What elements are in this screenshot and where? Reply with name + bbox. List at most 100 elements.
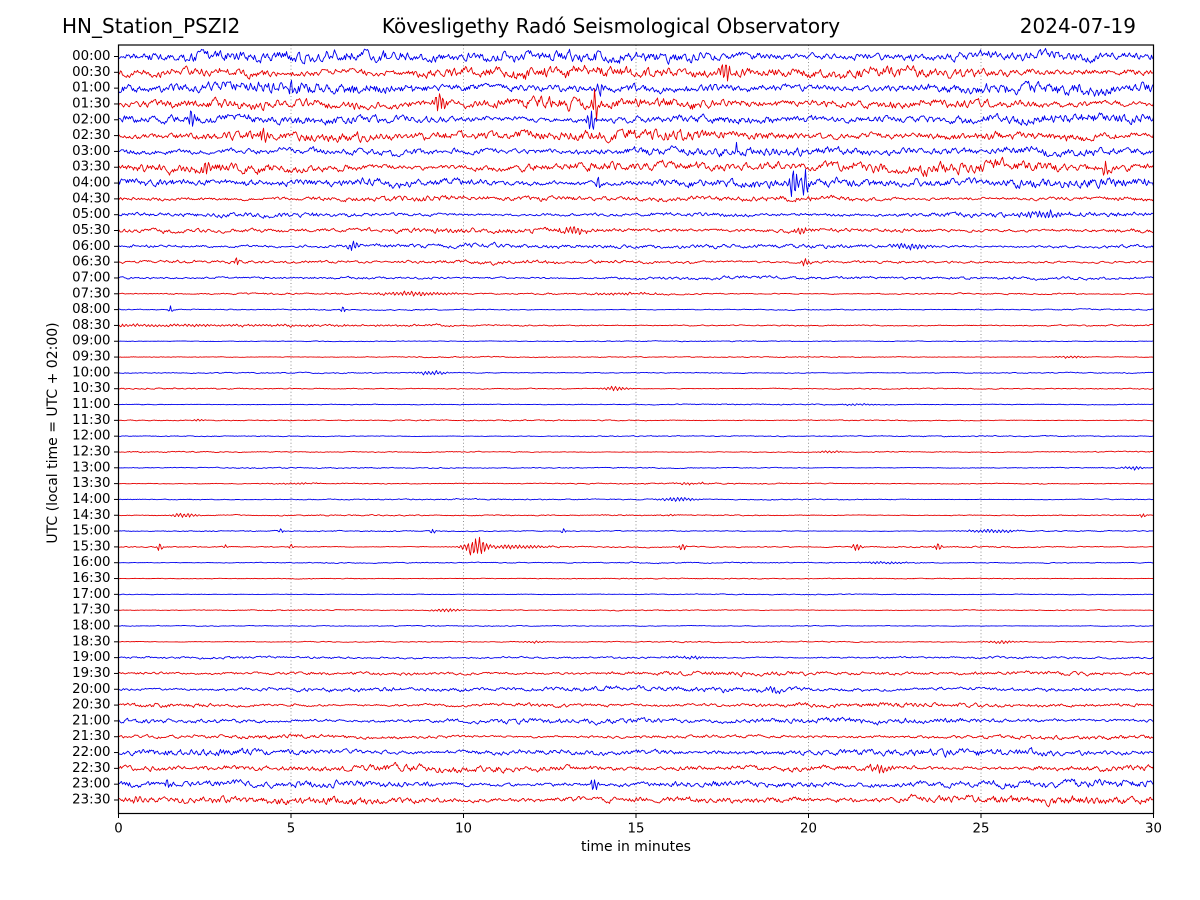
y-tick-label-1430: 14:30 [72, 508, 110, 523]
trace-row-0800 [118, 305, 1154, 313]
trace-row-0200 [118, 110, 1154, 130]
date-title: 2024-07-19 [1020, 14, 1136, 38]
trace-row-1330 [118, 481, 1154, 486]
y-tick-label-0530: 05:30 [72, 223, 110, 238]
trace-row-0500 [118, 209, 1154, 219]
trace-row-0730 [118, 290, 1154, 297]
trace-row-0030 [118, 64, 1154, 82]
trace-row-1530 [118, 536, 1154, 556]
trace-row-0130 [118, 88, 1154, 121]
y-tick-label-1300: 13:00 [72, 460, 110, 475]
trace-row-1130 [118, 418, 1154, 422]
y-tick-label-1330: 13:30 [72, 476, 110, 491]
y-tick-label-2000: 20:00 [72, 682, 110, 697]
x-tick-label-30: 30 [1145, 822, 1162, 837]
trace-row-2100 [118, 716, 1154, 726]
y-tick-label-1400: 14:00 [72, 492, 110, 507]
trace-row-1230 [118, 450, 1154, 454]
trace-row-1700 [118, 593, 1154, 596]
trace-row-0300 [118, 141, 1154, 158]
station-title: HN_Station_PSZI2 [62, 14, 240, 38]
trace-row-1100 [118, 403, 1154, 407]
tick-layer: 00:0000:3001:0001:3002:0002:3003:0003:30… [72, 49, 1162, 837]
x-tick-label-5: 5 [287, 822, 295, 837]
y-tick-label-1600: 16:00 [72, 555, 110, 570]
y-tick-label-0430: 04:30 [72, 191, 110, 206]
y-axis-label: UTC (local time = UTC + 02:00) [45, 322, 61, 543]
trace-row-2300 [118, 778, 1154, 791]
y-tick-label-2200: 22:00 [72, 745, 110, 760]
trace-row-0930 [118, 355, 1154, 359]
trace-row-0430 [118, 194, 1154, 203]
trace-layer [118, 47, 1154, 808]
trace-row-1730 [118, 608, 1154, 613]
observatory-title: Kövesligethy Radó Seismological Observat… [382, 14, 840, 38]
trace-row-1200 [118, 434, 1154, 438]
y-tick-label-1030: 10:30 [72, 381, 110, 396]
trace-row-1600 [118, 560, 1154, 565]
trace-row-2130 [118, 733, 1154, 741]
trace-row-1400 [118, 497, 1154, 502]
y-tick-label-1800: 18:00 [72, 618, 110, 633]
y-tick-label-0030: 00:30 [72, 65, 110, 80]
trace-row-1930 [118, 670, 1154, 678]
y-tick-label-2100: 21:00 [72, 713, 110, 728]
y-tick-label-2030: 20:30 [72, 698, 110, 713]
trace-row-1000 [118, 370, 1154, 376]
y-tick-label-0000: 00:00 [72, 49, 110, 64]
y-tick-label-0700: 07:00 [72, 270, 110, 285]
trace-row-0830 [118, 323, 1154, 328]
y-tick-label-0630: 06:30 [72, 255, 110, 270]
trace-row-1430 [118, 512, 1154, 518]
y-tick-label-2330: 23:30 [72, 793, 110, 808]
trace-row-2000 [118, 685, 1154, 695]
y-tick-label-0400: 04:00 [72, 176, 110, 191]
y-tick-label-1700: 17:00 [72, 587, 110, 602]
x-tick-label-20: 20 [800, 822, 817, 837]
y-tick-label-1530: 15:30 [72, 539, 110, 554]
trace-row-0630 [118, 257, 1154, 267]
trace-row-0100 [118, 79, 1154, 97]
y-tick-label-0230: 02:30 [72, 128, 110, 143]
y-tick-label-1000: 10:00 [72, 365, 110, 380]
y-tick-label-0830: 08:30 [72, 318, 110, 333]
y-tick-label-0600: 06:00 [72, 239, 110, 254]
x-tick-label-0: 0 [114, 822, 122, 837]
trace-row-1300 [118, 466, 1154, 471]
trace-row-1900 [118, 655, 1154, 660]
trace-row-0400 [118, 169, 1154, 198]
trace-row-1500 [118, 528, 1154, 534]
y-tick-label-1100: 11:00 [72, 397, 110, 412]
x-tick-label-25: 25 [973, 822, 990, 837]
y-tick-label-0300: 03:00 [72, 144, 110, 159]
trace-row-0600 [118, 240, 1154, 251]
trace-row-0000 [118, 47, 1154, 65]
y-tick-label-1830: 18:30 [72, 634, 110, 649]
trace-row-2200 [118, 747, 1154, 758]
trace-row-1630 [118, 577, 1154, 580]
y-tick-label-2300: 23:00 [72, 777, 110, 792]
trace-row-0230 [118, 127, 1154, 144]
trace-row-0530 [118, 226, 1154, 235]
trace-row-2330 [118, 793, 1154, 808]
y-tick-label-1200: 12:00 [72, 429, 110, 444]
y-tick-label-0200: 02:00 [72, 112, 110, 127]
y-tick-label-1230: 12:30 [72, 444, 110, 459]
trace-row-0900 [118, 340, 1154, 343]
y-tick-label-1500: 15:00 [72, 524, 110, 539]
trace-row-1830 [118, 640, 1154, 644]
trace-row-0700 [118, 275, 1154, 281]
trace-row-2030 [118, 702, 1154, 709]
y-tick-label-0730: 07:30 [72, 286, 110, 301]
y-tick-label-0900: 09:00 [72, 334, 110, 349]
y-tick-label-0130: 01:30 [72, 96, 110, 111]
y-tick-label-2230: 22:30 [72, 761, 110, 776]
y-tick-label-0930: 09:30 [72, 350, 110, 365]
y-tick-label-0330: 03:30 [72, 160, 110, 175]
y-tick-label-0500: 05:00 [72, 207, 110, 222]
trace-row-1030 [118, 385, 1154, 392]
y-tick-label-1900: 19:00 [72, 650, 110, 665]
y-tick-label-0100: 01:00 [72, 81, 110, 96]
